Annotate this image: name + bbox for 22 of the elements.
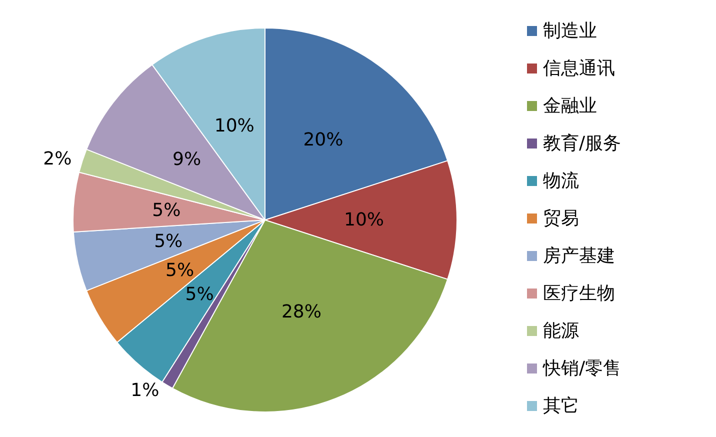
data-label: 5% bbox=[185, 284, 214, 305]
legend-label: 医疗生物 bbox=[543, 283, 615, 304]
legend-label: 物流 bbox=[543, 170, 579, 192]
data-label: 20% bbox=[303, 129, 344, 150]
legend-label: 金融业 bbox=[543, 96, 597, 116]
legend-label: 快销/零售 bbox=[542, 358, 622, 379]
legend-label: 能源 bbox=[543, 320, 579, 342]
data-label: 9% bbox=[172, 148, 202, 170]
legend-label: 其它 bbox=[543, 396, 579, 416]
data-label: 2% bbox=[43, 148, 72, 170]
legend-label: 贸易 bbox=[543, 208, 579, 229]
data-label: 10% bbox=[214, 115, 254, 136]
legend-label: 教育/服务 bbox=[543, 133, 622, 154]
data-label: 28% bbox=[281, 302, 322, 323]
data-label: 5% bbox=[152, 200, 181, 222]
data-label: 1% bbox=[130, 380, 160, 401]
legend-label: 制造业 bbox=[543, 20, 597, 42]
legend-label: 房产基建 bbox=[543, 246, 615, 266]
legend-label: 信息通讯 bbox=[543, 58, 615, 79]
data-label: 10% bbox=[344, 210, 384, 230]
data-label: 5% bbox=[154, 231, 183, 252]
data-label: 5% bbox=[166, 260, 194, 281]
